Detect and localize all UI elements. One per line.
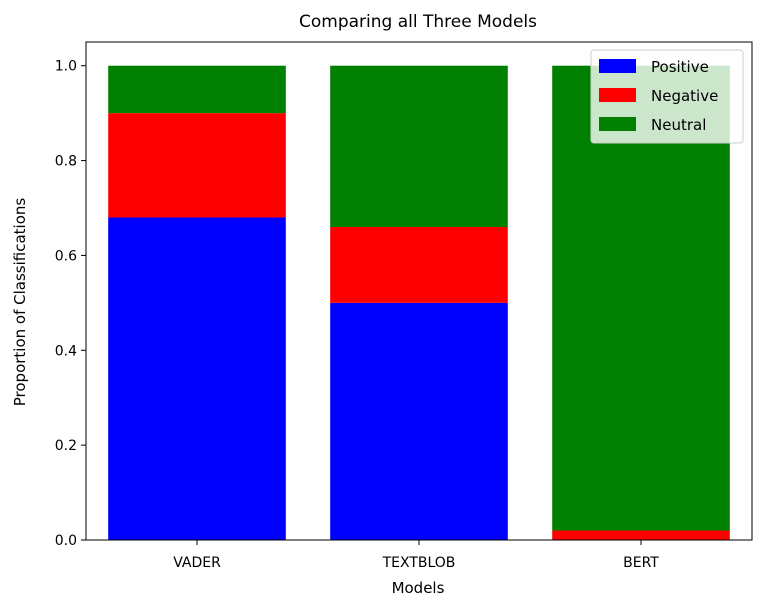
y-tick-label: 0.0 [55,533,77,549]
chart-title: Comparing all Three Models [299,12,537,32]
legend-label-positive: Positive [651,58,709,76]
bar-positive-textblob [330,302,508,540]
legend-label-negative: Negative [651,87,718,105]
bar-negative-vader [108,113,286,218]
x-axis-label: Models [392,579,445,597]
legend-label-neutral: Neutral [651,116,706,134]
legend: Positive Negative Neutral [590,49,744,144]
legend-swatch-positive [599,59,636,73]
y-tick-label: 0.2 [55,438,77,454]
legend-swatch-neutral [599,117,636,131]
y-tick-label: 0.4 [55,343,77,359]
bar-negative-textblob [330,226,508,303]
y-tick-label: 0.8 [55,154,77,170]
y-axis-label: Proportion of Classifications [11,198,29,407]
legend-swatch-negative [599,88,636,102]
x-tick-label: BERT [623,555,659,571]
plot-area: 0.0 0.2 0.4 0.6 0.8 1.0 VADER TEXTBLOB BERT [55,41,753,571]
bar-positive-vader [108,217,286,540]
y-tick-label: 0.6 [55,248,77,264]
bar-neutral-textblob [330,65,508,227]
bar-negative-bert [552,530,730,540]
x-tick-label: TEXTBLOB [382,555,456,571]
x-tick-label: VADER [173,555,221,571]
bar-neutral-vader [108,65,286,114]
y-tick-label: 1.0 [55,59,77,75]
